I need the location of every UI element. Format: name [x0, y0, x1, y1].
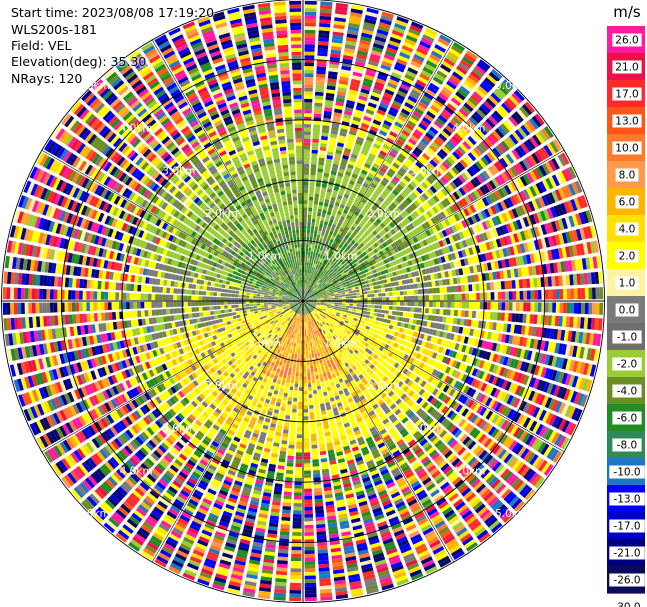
- instrument-label: WLS200s-181: [11, 22, 97, 37]
- colorbar-tick-bg-14: [612, 411, 642, 425]
- range-label-5km-225: 5.0km: [77, 508, 110, 520]
- range-label-5km-45: 5.0km: [495, 80, 528, 92]
- colorbar-tick-15: -8.0: [617, 440, 638, 452]
- colorbar-tick-bg-21: [609, 600, 645, 607]
- colorbar-tick-bg-16: [609, 465, 645, 479]
- range-label-4km-225: 4.0km: [120, 465, 153, 477]
- azimuth-spokes: [1, 0, 605, 603]
- azimuth-spoke-120: [302, 300, 565, 453]
- azimuth-spoke-60: [302, 149, 565, 302]
- colorbar-tick-bg-4: [612, 141, 642, 155]
- azimuth-spoke-240: [41, 300, 304, 453]
- colorbar-tick-bg-18: [609, 519, 645, 533]
- colorbar-tick-19: -21.0: [613, 548, 640, 560]
- colorbar-tick-4: 10.0: [615, 143, 638, 155]
- nrays-label: NRays: 120: [11, 71, 83, 86]
- ppi-plot: 1.0km 1.0km 1.0km 1.0km 2.0km 2.0km 2.0km 2.0km…: [1, 0, 605, 603]
- colorbar-tick-bg-11: [612, 330, 642, 344]
- range-label-1km-45: 1.0km: [324, 251, 357, 263]
- colorbar-tick-3: 13.0: [615, 116, 638, 128]
- colorbar-tick-bg-13: [612, 384, 642, 398]
- range-label-2km-315: 2.0km: [205, 208, 238, 220]
- colorbar-tick-bg-5: [615, 168, 639, 182]
- azimuth-spoke-300: [41, 149, 304, 302]
- range-label-2km-225: 2.0km: [205, 380, 238, 392]
- azimuth-spoke-150: [302, 300, 455, 563]
- colorbar-tick-labels: 26.0 21.0 17.0 13.0 10.0 8.0 6.0 4.0 2.0 1.0 0.0 -1…: [609, 33, 645, 607]
- range-label-2km-135: 2.0km: [367, 380, 400, 392]
- colorbar-tick-bg-17: [609, 492, 645, 506]
- range-label-1km-135: 1.0km: [324, 337, 357, 349]
- range-label-1km-225: 1.0km: [248, 337, 281, 349]
- range-label-4km-315: 4.0km: [120, 123, 153, 135]
- range-label-5km-315: 5.0km: [77, 80, 110, 92]
- colorbar-tick-10: 0.0: [619, 305, 636, 317]
- range-label-3km-45: 3.0km: [410, 165, 443, 177]
- range-label-3km-315: 3.0km: [162, 165, 195, 177]
- start-time-label: Start time: 2023/08/08 17:19:20: [11, 5, 215, 20]
- range-label-2km-45: 2.0km: [367, 208, 400, 220]
- colorbar-tick-bg-8: [615, 249, 639, 263]
- colorbar-tick-13: -4.0: [617, 386, 638, 398]
- colorbar-tick-14: -6.0: [617, 413, 638, 425]
- colorbar-tick-bg-15: [612, 438, 642, 452]
- field-label: Field: VEL: [11, 38, 72, 53]
- colorbar-tick-18: -17.0: [613, 521, 640, 533]
- colorbar-tick-bg-12: [612, 357, 642, 371]
- range-ring-labels: 1.0km 1.0km 1.0km 1.0km 2.0km 2.0km 2.0km 2.0km…: [77, 80, 528, 520]
- range-label-3km-135: 3.0km: [410, 423, 443, 435]
- colorbar-tick-12: -2.0: [617, 359, 638, 371]
- colorbar-tick-21: -30.0: [613, 602, 640, 607]
- range-label-5km-135: 5.0km: [495, 508, 528, 520]
- azimuth-spoke-210: [151, 300, 304, 563]
- colorbar-tick-6: 6.0: [619, 197, 636, 209]
- colorbar-tick-11: -1.0: [617, 332, 638, 344]
- colorbar-tick-bg-20: [609, 573, 645, 587]
- colorbar-tick-bg-9: [615, 276, 639, 290]
- colorbar: m/s 26.0 21.0 17.0 13.0 10.0 8.0 6.0 4.0 2.0 1.0 0…: [607, 3, 645, 607]
- colorbar-tick-5: 8.0: [619, 170, 636, 182]
- range-label-4km-135: 4.0km: [452, 465, 485, 477]
- colorbar-tick-9: 1.0: [619, 278, 636, 290]
- range-label-1km-315: 1.0km: [248, 251, 281, 263]
- colorbar-tick-bg-7: [615, 222, 639, 236]
- colorbar-tick-bg-0: [612, 33, 642, 47]
- colorbar-tick-8: 2.0: [619, 251, 636, 263]
- colorbar-tick-20: -26.0: [613, 575, 640, 587]
- colorbar-tick-bg-2: [612, 87, 642, 101]
- azimuth-spoke-330: [151, 39, 304, 302]
- colorbar-tick-17: -13.0: [613, 494, 640, 506]
- colorbar-tick-bg-19: [609, 546, 645, 560]
- colorbar-tick-16: -10.0: [613, 467, 640, 479]
- colorbar-tick-7: 4.0: [619, 224, 636, 236]
- colorbar-tick-1: 21.0: [615, 62, 638, 74]
- range-label-4km-45: 4.0km: [452, 123, 485, 135]
- velocity-bins: [2, 0, 604, 602]
- colorbar-tick-2: 17.0: [615, 89, 638, 101]
- azimuth-spoke-30: [302, 39, 455, 302]
- elevation-label: Elevation(deg): 35.30: [11, 54, 147, 69]
- colorbar-tick-bg-6: [615, 195, 639, 209]
- colorbar-tick-bg-10: [615, 303, 639, 317]
- colorbar-tick-bg-3: [612, 114, 642, 128]
- colorbar-tick-0: 26.0: [615, 35, 638, 47]
- colorbar-tick-bg-1: [612, 60, 642, 74]
- colorbar-unit-label: m/s: [613, 3, 641, 21]
- range-label-3km-225: 3.0km: [162, 423, 195, 435]
